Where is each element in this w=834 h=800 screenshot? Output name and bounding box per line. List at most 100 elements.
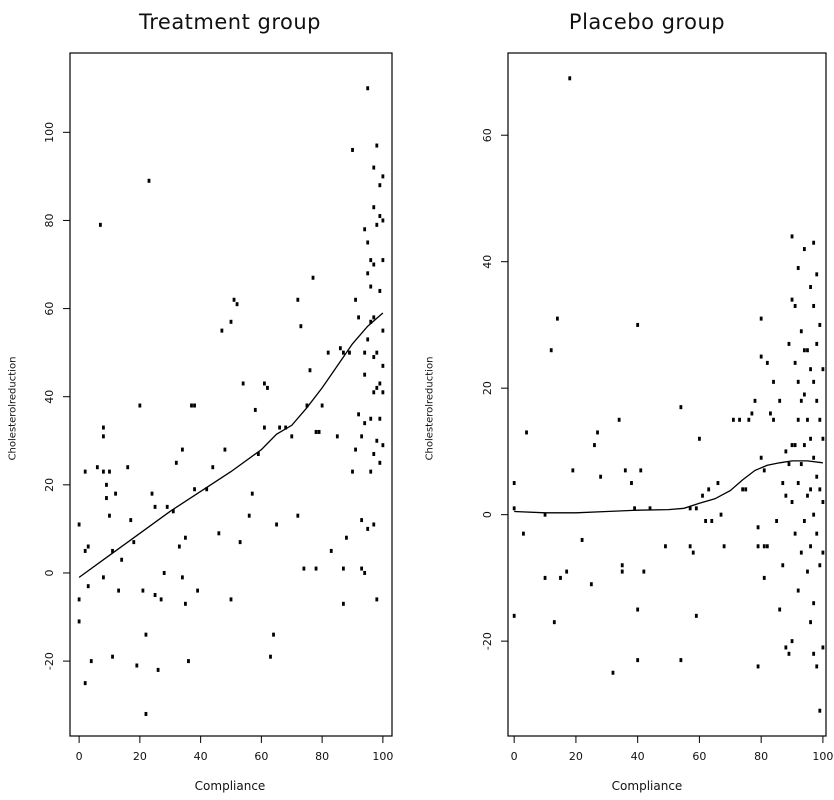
data-point (821, 550, 825, 555)
data-point (153, 504, 157, 509)
data-point (784, 645, 788, 650)
data-point (381, 363, 385, 368)
data-point (180, 447, 184, 452)
data-point (691, 550, 695, 555)
data-point (818, 563, 822, 568)
data-point (762, 544, 766, 549)
data-point (111, 654, 114, 659)
data-point (781, 481, 785, 486)
data-point (177, 544, 181, 549)
data-point (812, 512, 816, 517)
data-point (809, 367, 812, 372)
data-point (815, 531, 819, 536)
data-point (759, 455, 763, 460)
data-point (105, 482, 108, 487)
data-point (357, 315, 360, 320)
data-point (378, 288, 382, 293)
data-point (611, 670, 615, 675)
data-point (738, 417, 741, 422)
data-point (775, 518, 779, 523)
data-point (759, 354, 763, 359)
data-point (381, 258, 385, 263)
data-point (314, 566, 318, 571)
data-point (102, 425, 105, 430)
y-tick-label: 80 (43, 213, 56, 227)
data-point (278, 425, 282, 430)
data-point (184, 601, 187, 606)
smooth-trend-line (514, 460, 823, 514)
data-point (806, 348, 809, 353)
data-point (171, 509, 175, 514)
data-point (86, 584, 90, 589)
data-point (205, 487, 209, 492)
data-point (162, 570, 166, 575)
data-point (159, 597, 163, 602)
data-point (552, 620, 556, 625)
data-point (806, 417, 809, 422)
data-point (229, 597, 233, 602)
data-point (769, 411, 772, 416)
data-point (223, 447, 227, 452)
data-point (83, 469, 87, 474)
data-point (102, 469, 105, 474)
data-point (378, 214, 382, 219)
data-point (549, 348, 553, 353)
data-point (211, 465, 215, 470)
data-point (366, 86, 370, 91)
data-point (105, 496, 108, 501)
data-point (512, 506, 516, 511)
data-point (372, 390, 376, 395)
data-point (77, 619, 81, 624)
data-point (266, 385, 269, 390)
data-point (308, 368, 312, 373)
data-point (664, 544, 667, 549)
data-point (694, 613, 698, 618)
data-point (375, 385, 379, 390)
data-point (296, 513, 300, 518)
y-tick-label: 20 (481, 381, 494, 395)
data-point (809, 620, 812, 625)
data-point (341, 566, 345, 571)
data-point (747, 417, 751, 422)
data-point (335, 434, 339, 439)
data-point (821, 436, 825, 441)
data-point (372, 451, 376, 456)
data-point (620, 569, 624, 574)
data-point (369, 319, 373, 324)
treatment-panel: Treatment group Cholesterolreduction Com… (8, 10, 394, 793)
data-point (756, 544, 760, 549)
data-point (806, 569, 809, 574)
y-tick-label: 100 (43, 122, 56, 143)
data-point (744, 487, 748, 492)
data-point (354, 297, 357, 302)
data-point (802, 443, 806, 448)
data-point (679, 658, 683, 663)
data-point (220, 328, 224, 333)
data-point (688, 544, 692, 549)
data-point (821, 367, 825, 372)
data-point (102, 434, 105, 439)
data-point (809, 436, 812, 441)
data-point (818, 322, 822, 327)
data-point (802, 392, 806, 397)
data-point (378, 381, 382, 386)
data-point (759, 316, 763, 321)
data-point (815, 272, 819, 277)
data-point (750, 411, 754, 416)
placebo-plot: 0 20 40 60 80 100 -20 0 20 40 60 (481, 52, 833, 763)
data-point (815, 664, 819, 669)
data-point (120, 557, 124, 562)
data-point (129, 518, 133, 523)
x-axis-label: Compliance (611, 779, 683, 793)
data-point (512, 613, 516, 618)
data-point (762, 575, 766, 580)
data-point (153, 592, 157, 597)
data-point (253, 407, 257, 412)
data-point (378, 183, 382, 188)
data-point (698, 436, 701, 441)
data-point (375, 350, 379, 355)
data-point (790, 443, 794, 448)
data-point (314, 429, 318, 434)
data-point (351, 469, 354, 474)
data-point (790, 639, 794, 644)
